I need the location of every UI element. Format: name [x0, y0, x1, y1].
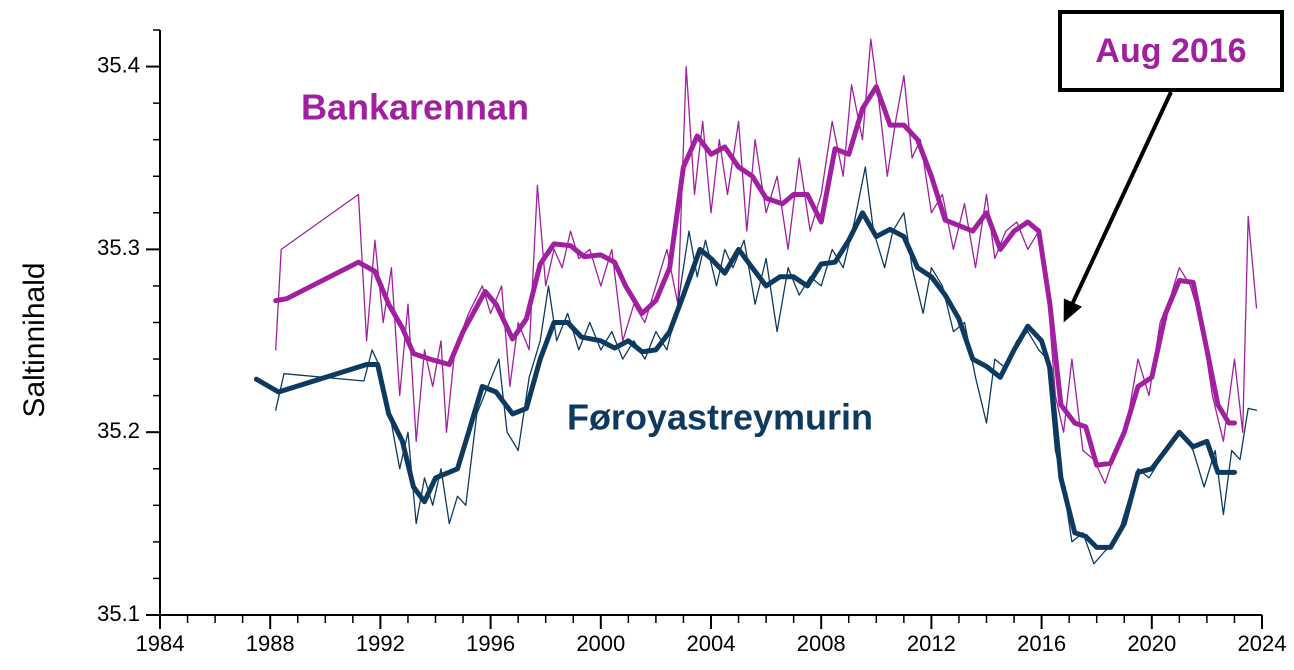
- raw-line: [275, 166, 1258, 565]
- x-tick-label: 1988: [246, 631, 295, 656]
- annotation-box: [1058, 10, 1284, 92]
- smoothed-line: [253, 210, 1237, 550]
- x-tick-label: 1996: [466, 631, 515, 656]
- smoothed-line: [273, 84, 1237, 468]
- series-label: Føroyastreymurin: [567, 397, 873, 438]
- y-tick-label: 35.3: [97, 235, 140, 260]
- x-tick-label: 2008: [797, 631, 846, 656]
- x-tick-label: 2024: [1238, 631, 1287, 656]
- annotation-arrowhead: [1063, 298, 1082, 323]
- x-tick-label: 2000: [576, 631, 625, 656]
- x-tick-label: 1984: [136, 631, 185, 656]
- x-tick-label: 1992: [356, 631, 405, 656]
- x-tick-label: 2004: [687, 631, 736, 656]
- x-tick-label: 2016: [1017, 631, 1066, 656]
- series-label: Bankarennan: [301, 87, 529, 128]
- annotation-text: Aug 2016: [1095, 32, 1246, 70]
- y-tick-label: 35.1: [97, 601, 140, 626]
- x-tick-label: 2012: [907, 631, 956, 656]
- y-tick-label: 35.2: [97, 418, 140, 443]
- y-axis-label: Saltinnihald: [18, 262, 51, 417]
- y-tick-label: 35.4: [97, 52, 140, 77]
- annotation-arrow: [1071, 91, 1173, 304]
- x-tick-label: 2020: [1127, 631, 1176, 656]
